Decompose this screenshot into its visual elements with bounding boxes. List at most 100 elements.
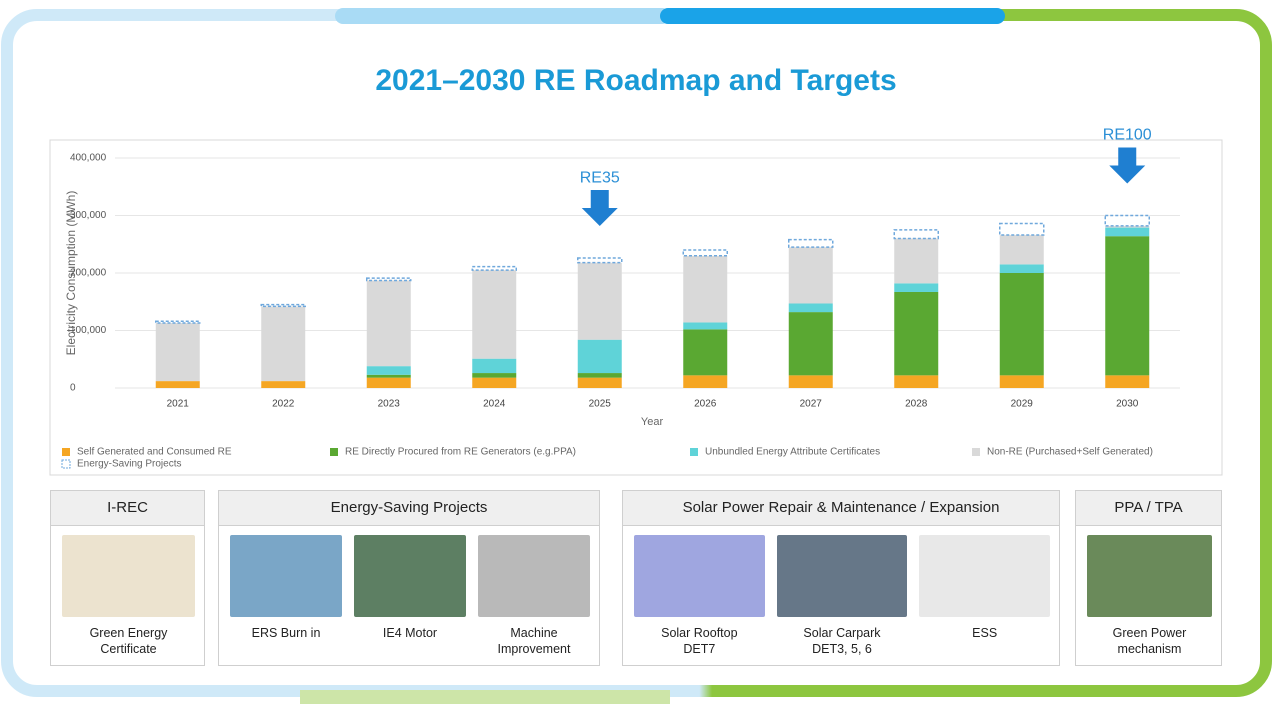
bar-segment xyxy=(366,374,411,378)
panel-item: Solar Carpark DET3, 5, 6 xyxy=(776,535,908,657)
bar-segment xyxy=(683,322,728,330)
item-label: ERS Burn in xyxy=(251,626,321,640)
bar-segment xyxy=(683,255,728,323)
y-axis-label: Electricity Consumption (MWh) xyxy=(64,191,78,356)
bar-segment xyxy=(894,238,939,284)
item-label: ESS xyxy=(972,626,998,640)
bar-segment xyxy=(999,235,1044,265)
bar-segment xyxy=(577,339,622,374)
page-title: 2021–2030 RE Roadmap and Targets xyxy=(375,64,896,97)
legend-swatch xyxy=(972,448,980,456)
legend-swatch xyxy=(62,448,70,456)
bar-segment xyxy=(1104,214,1150,227)
bar-segment xyxy=(894,291,939,376)
x-tick-label: 2022 xyxy=(272,399,295,410)
bar-segment xyxy=(577,377,622,388)
item-label: Green Power mechanism xyxy=(1112,626,1187,656)
bar-segment xyxy=(472,358,517,374)
panel-item: IE4 Motor xyxy=(354,535,466,641)
bar-segment xyxy=(366,280,411,367)
item-label: Solar Rooftop DET7 xyxy=(661,626,738,656)
photo xyxy=(776,535,908,617)
photo xyxy=(919,535,1050,617)
chart-frame xyxy=(49,139,1223,476)
bar-segment xyxy=(999,273,1044,376)
panel: Solar Power Repair & Maintenance / Expan… xyxy=(622,490,1060,666)
photo xyxy=(354,535,466,617)
x-tick-label: 2028 xyxy=(905,399,928,410)
panel: Energy-Saving Projects ERS Burn in IE4 Mot… xyxy=(218,490,600,666)
deco xyxy=(335,8,670,24)
bar-segment xyxy=(788,238,834,248)
bar-segment xyxy=(366,277,412,282)
bar-segment xyxy=(155,320,201,324)
item-label: IE4 Motor xyxy=(382,626,438,640)
y-tick-label: 300,000 xyxy=(70,210,107,221)
panel-title: Solar Power Repair & Maintenance / Expan… xyxy=(623,491,1059,526)
item-label: Machine Improvement xyxy=(497,626,571,656)
x-tick-label: 2024 xyxy=(483,399,506,410)
annotation: RE100 xyxy=(1103,127,1152,144)
legend-label: Self Generated and Consumed RE xyxy=(77,447,232,458)
panel-item: Solar Rooftop DET7 xyxy=(634,535,765,657)
x-tick-label: 2023 xyxy=(378,399,401,410)
bar-segment xyxy=(683,329,728,376)
bar-segment xyxy=(788,247,833,304)
y-tick-label: 400,000 xyxy=(70,153,107,164)
bar-segment xyxy=(155,323,200,382)
panel-title: I-REC xyxy=(51,491,204,526)
annotation-arrow xyxy=(581,190,618,227)
bar-segment xyxy=(788,303,833,313)
panel-item: Green Power mechanism xyxy=(1087,535,1212,657)
panel-item: ESS xyxy=(919,535,1050,641)
bar-segment xyxy=(472,270,517,359)
panel-item: Green Energy Certificate xyxy=(62,535,195,657)
panel: I-REC Green Energy Certificate xyxy=(50,490,205,666)
legend-swatch xyxy=(61,459,71,469)
bar-segment xyxy=(683,375,728,388)
y-tick-label: 0 xyxy=(70,383,76,394)
bar-segment xyxy=(366,377,411,388)
bar-segment xyxy=(155,381,200,388)
bar-segment xyxy=(999,264,1044,273)
x-axis-label: Year xyxy=(641,416,664,428)
bar-segment xyxy=(999,375,1044,388)
bar-segment xyxy=(788,312,833,376)
bar-segment xyxy=(1105,236,1150,376)
bar-segment xyxy=(1105,227,1150,237)
legend-label: RE Directly Procured from RE Generators … xyxy=(345,447,576,458)
annotation: RE35 xyxy=(580,169,620,186)
bar-segment xyxy=(577,262,622,340)
photo xyxy=(478,535,590,617)
x-tick-label: 2025 xyxy=(589,399,612,410)
photo xyxy=(1087,535,1212,617)
photo xyxy=(230,535,342,617)
photo xyxy=(634,535,765,617)
bar-segment xyxy=(366,366,411,375)
bar-segment xyxy=(261,306,306,382)
legend-label: Unbundled Energy Attribute Certificates xyxy=(705,447,880,458)
annotation-arrow xyxy=(1109,147,1146,184)
deco xyxy=(300,690,670,704)
panel-item: Machine Improvement xyxy=(478,535,590,657)
bar-segment xyxy=(577,373,622,378)
bar-segment xyxy=(788,375,833,388)
legend-swatch xyxy=(690,448,698,456)
bar-segment xyxy=(893,229,939,240)
panel-title: Energy-Saving Projects xyxy=(219,491,599,526)
bar-segment xyxy=(999,222,1045,236)
bar-segment xyxy=(472,377,517,388)
legend-label: Energy-Saving Projects xyxy=(77,459,182,470)
y-tick-label: 200,000 xyxy=(70,268,107,279)
panel-item: ERS Burn in xyxy=(230,535,342,641)
bar-segment xyxy=(472,373,517,378)
bar-segment xyxy=(261,381,306,388)
bar-segment xyxy=(1105,225,1150,228)
bar-segment xyxy=(894,375,939,388)
legend-label: Non-RE (Purchased+Self Generated) xyxy=(987,447,1153,458)
deco xyxy=(660,8,1005,24)
bar-segment xyxy=(894,283,939,292)
item-label: Green Energy Certificate xyxy=(89,626,168,656)
bar-segment xyxy=(471,265,517,271)
x-tick-label: 2021 xyxy=(167,399,190,410)
